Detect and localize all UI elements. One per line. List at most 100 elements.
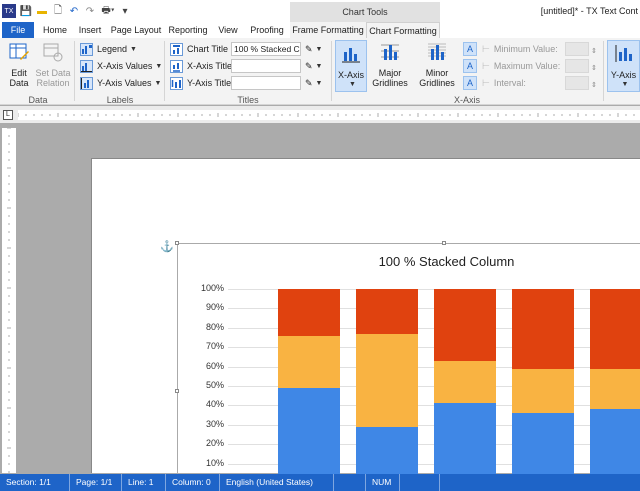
- legend-button[interactable]: Legend ▼: [80, 42, 137, 56]
- undo-icon[interactable]: ↶: [69, 5, 79, 17]
- maximum-value-input[interactable]: [565, 59, 589, 73]
- horizontal-ruler-area: L: [0, 106, 640, 123]
- group-separator: [331, 41, 332, 101]
- tab-file[interactable]: File: [2, 22, 34, 38]
- interval-icon: ⊢: [482, 77, 490, 88]
- ribbon-tabs: File Home Insert Page Layout Reporting V…: [0, 22, 640, 38]
- tab-insert[interactable]: Insert: [78, 25, 102, 35]
- set-data-relation-label: Set Data Relation: [35, 68, 71, 88]
- tab-chart-formatting[interactable]: Chart Formatting: [366, 22, 440, 38]
- new-document-icon[interactable]: 🗋: [53, 4, 63, 16]
- bar-segment: [278, 289, 340, 336]
- minimum-value-icon: ⊢: [482, 43, 490, 54]
- x-axis-icon: [342, 48, 360, 63]
- print-icon[interactable]: 🖶▾: [101, 4, 115, 16]
- chevron-down-icon: ▼: [315, 62, 323, 70]
- auto-maximum-toggle[interactable]: A: [463, 59, 477, 73]
- y-axis-title-option[interactable]: Y-Axis Title: [170, 76, 231, 90]
- interval-input[interactable]: [565, 76, 589, 90]
- interval-label: ⊢ Interval:: [482, 76, 526, 90]
- auto-scale-icon: A: [466, 78, 473, 88]
- bar-segment: [278, 387, 340, 483]
- set-data-relation-button[interactable]: Set Data Relation: [34, 41, 72, 88]
- minimum-value-spin[interactable]: ⇕: [591, 44, 597, 58]
- horizontal-ruler[interactable]: [18, 110, 640, 120]
- x-axis-title-format-button[interactable]: ✎ ▼: [305, 59, 322, 73]
- data-group-label: Data: [28, 95, 48, 105]
- y-axis-title-format-button[interactable]: ✎ ▼: [305, 76, 322, 90]
- y-axis-title-input[interactable]: [231, 76, 301, 90]
- tab-stop-selector[interactable]: L: [3, 110, 13, 120]
- chart-title-format-button[interactable]: ✎ ▼: [305, 42, 322, 56]
- status-page: Page: 1/1: [70, 474, 122, 491]
- x-axis-title-input[interactable]: [231, 59, 301, 73]
- open-folder-icon[interactable]: ▬: [37, 5, 47, 17]
- tab-proofing[interactable]: Proofing: [250, 25, 284, 35]
- x-axis-button[interactable]: X-Axis ▼: [335, 40, 367, 92]
- tab-view[interactable]: View: [218, 25, 238, 35]
- save-icon[interactable]: 💾: [19, 5, 33, 17]
- tab-home[interactable]: Home: [42, 25, 67, 35]
- spin-icon: ⇕: [591, 65, 597, 72]
- chevron-down-icon: ▼: [315, 45, 323, 53]
- x-axis-group-label: X-Axis: [453, 95, 480, 105]
- y-axis-values-label: Y-Axis Values: [97, 78, 152, 88]
- y-tick-label: 30%: [205, 418, 224, 429]
- x-axis-title-option[interactable]: X-Axis Title: [170, 59, 232, 73]
- bar-segment: [278, 335, 340, 388]
- tab-reporting[interactable]: Reporting: [168, 25, 208, 35]
- selection-handle[interactable]: [175, 389, 179, 393]
- vertical-ruler[interactable]: [2, 128, 16, 473]
- chart-tools-context-header: Chart Tools: [290, 2, 440, 22]
- chart-title-input[interactable]: 100 % Stacked Co: [231, 42, 301, 56]
- chart-title-option[interactable]: Chart Title: [170, 42, 228, 56]
- tab-page-layout[interactable]: Page Layout: [110, 25, 162, 35]
- interval-spin[interactable]: ⇕: [591, 78, 597, 92]
- chevron-down-icon: ▼: [621, 81, 629, 88]
- title-bar: TX 💾 ▬ 🗋 ↶ ↷ 🖶▾ ▾ Chart Tools [untitled]…: [0, 0, 640, 22]
- bar-segment: [434, 289, 496, 361]
- bar-segment: [434, 360, 496, 404]
- edit-data-icon: [9, 43, 29, 60]
- redo-icon[interactable]: ↷: [85, 5, 95, 17]
- group-separator: [603, 41, 604, 101]
- minimum-value-input[interactable]: [565, 42, 589, 56]
- bar-segment: [512, 368, 574, 414]
- group-separator: [74, 41, 75, 101]
- status-column: Column: 0: [166, 474, 220, 491]
- y-axis-icon: [615, 45, 632, 62]
- chevron-down-icon: ▼: [315, 79, 323, 87]
- y-axis-values-button[interactable]: Y-Axis Values ▼: [80, 76, 161, 90]
- major-gridlines-icon: [381, 44, 399, 60]
- selection-handle[interactable]: [442, 241, 446, 245]
- auto-scale-icon: A: [466, 44, 473, 54]
- x-axis-values-button[interactable]: X-Axis Values ▼: [80, 59, 162, 73]
- y-tick-label: 50%: [205, 380, 224, 390]
- anchor-icon[interactable]: ⚓: [160, 241, 174, 253]
- major-gridlines-button[interactable]: Major Gridlines: [370, 41, 410, 88]
- edit-data-button[interactable]: Edit Data: [4, 41, 34, 88]
- group-separator: [164, 41, 165, 101]
- minor-gridlines-button[interactable]: Minor Gridlines: [414, 41, 460, 88]
- bar-segment: [590, 368, 640, 410]
- status-language: English (United States): [220, 474, 334, 491]
- bar-segment: [512, 289, 574, 369]
- customize-toolbar-icon[interactable]: ▾: [122, 5, 128, 17]
- chart-object[interactable]: 100 % Stacked Column 100% 90% 80% 70% 60% 50%…: [177, 243, 640, 483]
- y-axis-button[interactable]: Y-Axis ▼: [607, 40, 640, 92]
- y-axis-title-label: Y-Axis Title: [187, 78, 232, 88]
- auto-minimum-toggle[interactable]: A: [463, 42, 477, 56]
- auto-interval-toggle[interactable]: A: [463, 76, 477, 90]
- selection-handle[interactable]: [175, 241, 179, 245]
- document-title: [untitled]* - TX Text Cont: [540, 6, 638, 16]
- ribbon: Edit Data Set Data Relation Data Legend ▼…: [0, 38, 640, 105]
- bar-segment: [590, 409, 640, 483]
- status-line: Line: 1: [122, 474, 166, 491]
- maximum-value-icon: ⊢: [482, 60, 490, 71]
- chevron-down-icon: ▼: [130, 45, 137, 53]
- tab-frame-formatting[interactable]: Frame Formatting: [290, 22, 366, 38]
- chart-title-label: Chart Title: [187, 44, 229, 54]
- chevron-down-icon: ▼: [154, 79, 162, 87]
- maximum-value-spin[interactable]: ⇕: [591, 61, 597, 75]
- legend-icon: [80, 42, 93, 56]
